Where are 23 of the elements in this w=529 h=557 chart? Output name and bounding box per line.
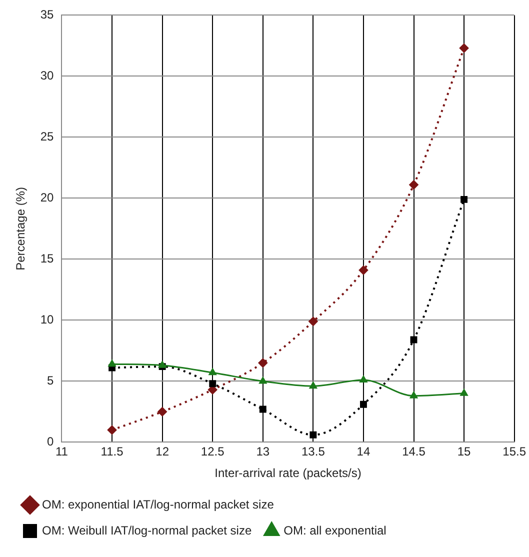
x-tick-label: 14.5 [402, 444, 426, 459]
x-tick-label: 12 [156, 444, 170, 459]
y-tick-label: 0 [47, 434, 54, 449]
x-tick-label: 11 [56, 444, 68, 459]
x-axis-title: Inter-arrival rate (packets/s) [214, 466, 362, 480]
y-tick-label: 30 [40, 68, 54, 83]
y-tick-label: 35 [40, 8, 54, 22]
x-tick-label: 13.5 [302, 444, 326, 459]
y-tick-label: 25 [40, 130, 54, 144]
x-tick-label: 13 [256, 444, 270, 459]
y-tick-label: 5 [47, 374, 54, 388]
y-tick-label: 20 [40, 190, 54, 205]
x-tick-label: 15 [457, 444, 472, 459]
y-tick-label: 10 [40, 312, 54, 327]
legend-label: OM: Weibull IAT/log-normal packet size [42, 523, 252, 538]
x-tick-label: 15.5 [502, 444, 526, 459]
x-tick-label: 11.5 [100, 444, 124, 459]
legend-label: OM: all exponential [284, 523, 386, 538]
legend-label: OM: exponential IAT/log-normal packet size [42, 497, 274, 512]
x-tick-label: 12.5 [200, 444, 225, 459]
x-tick-label: 14 [356, 444, 370, 459]
y-tick-label: 15 [40, 252, 54, 266]
y-axis-title: Percentage (%) [14, 187, 28, 270]
